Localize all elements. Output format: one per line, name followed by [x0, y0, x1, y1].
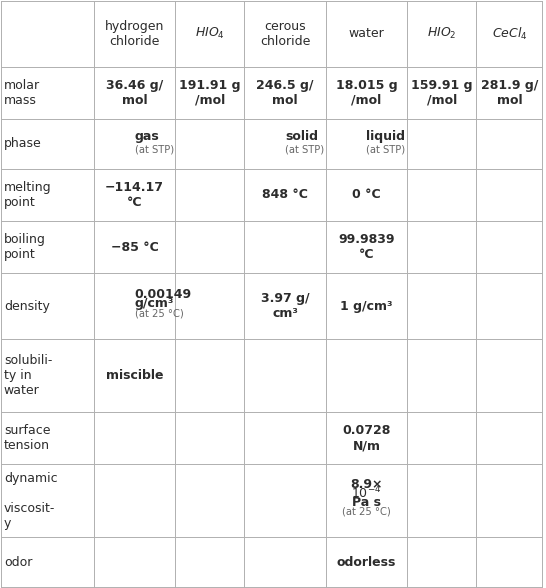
Text: 0.00149: 0.00149 [135, 288, 192, 301]
Text: phase: phase [4, 138, 41, 151]
Text: (at STP): (at STP) [135, 145, 174, 155]
Text: boiling
point: boiling point [4, 233, 46, 261]
Text: solubili-
ty in
water: solubili- ty in water [4, 354, 52, 397]
Text: dynamic

viscosit-
y: dynamic viscosit- y [4, 472, 57, 530]
Text: −114.17
°C: −114.17 °C [105, 181, 164, 209]
Text: 246.5 g/
mol: 246.5 g/ mol [257, 79, 314, 107]
Text: 36.46 g/
mol: 36.46 g/ mol [106, 79, 163, 107]
Text: 281.9 g/
mol: 281.9 g/ mol [480, 79, 538, 107]
Text: hydrogen
chloride: hydrogen chloride [105, 20, 164, 48]
Text: (at STP): (at STP) [285, 145, 324, 155]
Text: molar
mass: molar mass [4, 79, 40, 107]
Text: 0.0728
N/m: 0.0728 N/m [342, 424, 390, 452]
Text: 8.9×: 8.9× [350, 478, 383, 491]
Text: odorless: odorless [337, 556, 396, 569]
Text: melting
point: melting point [4, 181, 51, 209]
Text: odor: odor [4, 556, 32, 569]
Text: Pa s: Pa s [352, 496, 381, 509]
Text: g/cm³: g/cm³ [135, 297, 174, 310]
Text: 848 °C: 848 °C [262, 189, 308, 202]
Text: 3.97 g/
cm³: 3.97 g/ cm³ [261, 292, 310, 320]
Text: 99.9839
°C: 99.9839 °C [338, 233, 395, 261]
Text: (at 25 °C): (at 25 °C) [135, 309, 183, 319]
Text: $HIO_{4}$: $HIO_{4}$ [195, 26, 225, 41]
Text: 18.015 g
/mol: 18.015 g /mol [336, 79, 397, 107]
Text: (at STP): (at STP) [366, 145, 406, 155]
Text: $HIO_{2}$: $HIO_{2}$ [427, 26, 456, 41]
Text: $10^{-4}$: $10^{-4}$ [351, 485, 382, 502]
Text: liquid: liquid [366, 130, 405, 143]
Text: (at 25 °C): (at 25 °C) [342, 506, 391, 516]
Text: $CeCl_{4}$: $CeCl_{4}$ [491, 26, 527, 42]
Text: −85 °C: −85 °C [111, 240, 158, 253]
Text: 0 °C: 0 °C [352, 189, 381, 202]
Text: surface
tension: surface tension [4, 424, 50, 452]
Text: 191.91 g
/mol: 191.91 g /mol [179, 79, 241, 107]
Text: solid: solid [285, 130, 318, 143]
Text: cerous
chloride: cerous chloride [260, 20, 310, 48]
Text: 159.91 g
/mol: 159.91 g /mol [411, 79, 472, 107]
Text: gas: gas [135, 130, 159, 143]
Text: miscible: miscible [106, 369, 163, 382]
Text: water: water [348, 27, 384, 40]
Text: 1 g/cm³: 1 g/cm³ [340, 300, 393, 313]
Text: density: density [4, 300, 50, 313]
